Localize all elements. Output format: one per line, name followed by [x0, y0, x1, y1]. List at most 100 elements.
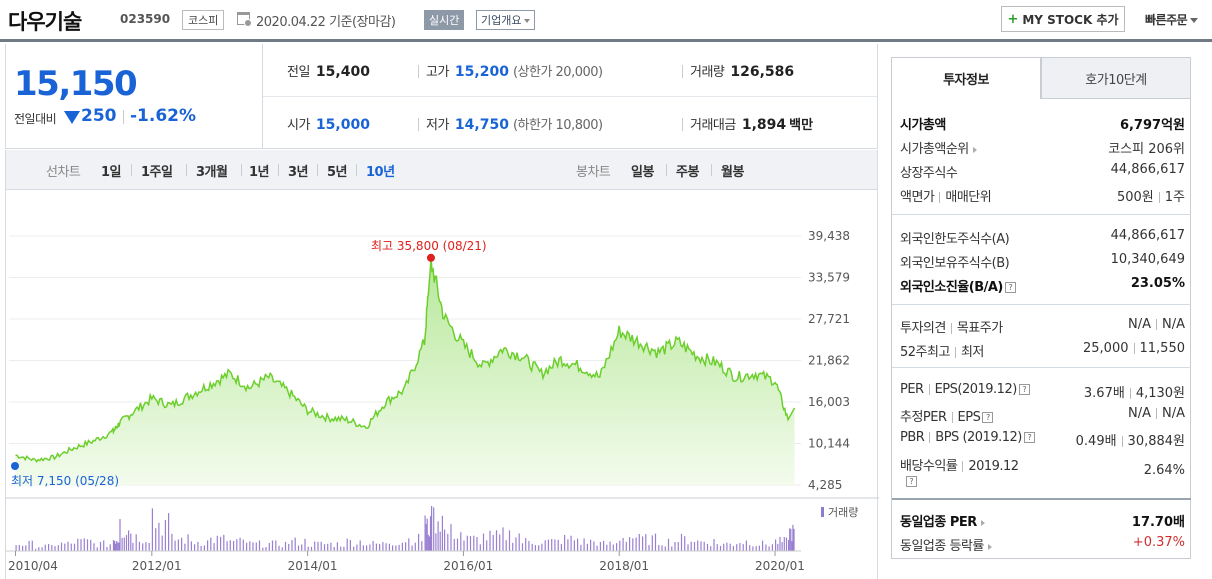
volume-bar [239, 537, 241, 551]
info-value: 23.05% [1130, 276, 1185, 291]
tab-5y[interactable]: 5년 [327, 165, 348, 180]
tab-orderbook[interactable]: 호가10단계 [1041, 57, 1191, 99]
volume-bar [792, 524, 794, 551]
help-icon[interactable]: ? [1004, 282, 1016, 293]
tab-monthly[interactable]: 월봉 [721, 165, 744, 180]
help-icon[interactable]: ? [906, 476, 917, 487]
volume-bar [697, 540, 699, 551]
stock-code: 023590 [120, 12, 171, 26]
volume-bar [674, 542, 676, 551]
stock-header: 다우기술 023590 코스피 2020.04.22 기준(장마감) 실시간 기… [0, 0, 1212, 42]
info-label: 목표주가 [956, 321, 1003, 336]
volume-bar [469, 536, 472, 551]
divider [1133, 343, 1135, 354]
info-value: 0.49배 [1075, 434, 1117, 449]
volume-bar [680, 533, 683, 551]
info-value: N/A [1128, 317, 1151, 332]
stat-amount: 거래대금 1,894 백만 [690, 114, 813, 133]
volume-bar [252, 542, 254, 551]
quick-order-button[interactable]: 빠른주문 [1145, 11, 1199, 28]
tab-daily[interactable]: 일봉 [631, 165, 654, 180]
volume-bar [486, 540, 488, 551]
info-label: 동일업종 PER [900, 515, 977, 530]
volume-bar [28, 540, 30, 551]
volume-bar [278, 545, 280, 551]
corp-info-dropdown[interactable]: 기업개요 [476, 10, 536, 30]
volume-bar [130, 533, 132, 551]
volume-bar [25, 545, 27, 551]
volume-bar [444, 529, 446, 551]
volume-bar [353, 546, 355, 551]
volume-bar [538, 545, 540, 551]
volume-bar [115, 543, 117, 551]
volume-bar [765, 544, 767, 551]
add-mystock-button[interactable]: + MY STOCK 추가 [1001, 6, 1125, 32]
volume-bar [534, 545, 536, 551]
volume-bar [114, 540, 116, 551]
chevron-down-icon [1190, 18, 1199, 23]
tab-invest-info[interactable]: 투자정보 [891, 57, 1041, 99]
info-label: 액면가 [900, 190, 935, 205]
volume-bar [323, 544, 326, 551]
volume-bar [437, 521, 439, 551]
volume-bar [489, 530, 491, 551]
info-label: EPS(2019.12) [934, 382, 1018, 397]
volume-bar [580, 544, 582, 551]
tab-10y[interactable]: 10년 [366, 165, 395, 180]
volume-bar [447, 533, 449, 551]
high-point [426, 253, 435, 262]
volume-bar [148, 543, 150, 551]
tab-3m[interactable]: 3개월 [196, 165, 228, 180]
volume-bar [405, 542, 407, 551]
volume-bar [648, 545, 650, 551]
divider [954, 347, 956, 358]
tab-1w[interactable]: 1주일 [141, 165, 173, 180]
volume-bar [174, 540, 176, 551]
volume-bar [635, 537, 637, 551]
info-value: 17.70배 [1131, 515, 1185, 530]
volume-bar [726, 542, 728, 551]
help-icon[interactable]: ? [1023, 432, 1035, 443]
volume-bar [229, 540, 231, 551]
volume-bar [96, 547, 98, 551]
stat-limit: (상한가 20,000) [512, 65, 603, 80]
volume-bar [609, 541, 611, 551]
divider [418, 118, 419, 131]
volume-bar [86, 539, 89, 551]
volume-bar [288, 543, 290, 551]
volume-bar [541, 543, 543, 551]
candle-chart-label: 봉차트 [576, 165, 611, 180]
tab-weekly[interactable]: 주봉 [676, 165, 699, 180]
plus-icon: + [1007, 11, 1019, 27]
volume-bar [207, 540, 209, 551]
tab-1y[interactable]: 1년 [249, 165, 270, 180]
stat-label: 저가 [426, 118, 449, 133]
volume-bar [421, 541, 423, 551]
volume-bar [736, 544, 738, 551]
volume-bar [128, 530, 130, 551]
help-icon[interactable]: ? [1018, 384, 1030, 395]
volume-bar [700, 541, 702, 551]
tab-1d[interactable]: 1일 [101, 165, 122, 180]
stat-prev: 전일 15,400 [287, 61, 370, 80]
volume-bar [216, 535, 218, 551]
divider [892, 498, 1191, 500]
volume-bar [320, 541, 322, 551]
volume-bar [441, 515, 443, 551]
volume-bar [249, 541, 251, 551]
base-date: 2020.04.22 기준(장마감) [256, 15, 396, 30]
current-price-box: 15,150 전일대비 250 -1.62% [5, 44, 263, 149]
divider [418, 65, 419, 78]
info-value: 25,000 [1083, 341, 1129, 356]
chevron-right-icon [980, 519, 985, 526]
x-tick-label: 2014/01 [288, 559, 338, 573]
volume-bar [732, 546, 734, 551]
volume-bar [119, 519, 121, 551]
volume-bar [118, 542, 120, 551]
volume-bar [479, 544, 481, 551]
volume-bar [67, 541, 69, 551]
help-icon[interactable]: ? [982, 412, 994, 423]
realtime-button[interactable]: 실시간 [424, 10, 465, 30]
info-label: EPS [957, 410, 981, 425]
tab-3y[interactable]: 3년 [288, 165, 309, 180]
